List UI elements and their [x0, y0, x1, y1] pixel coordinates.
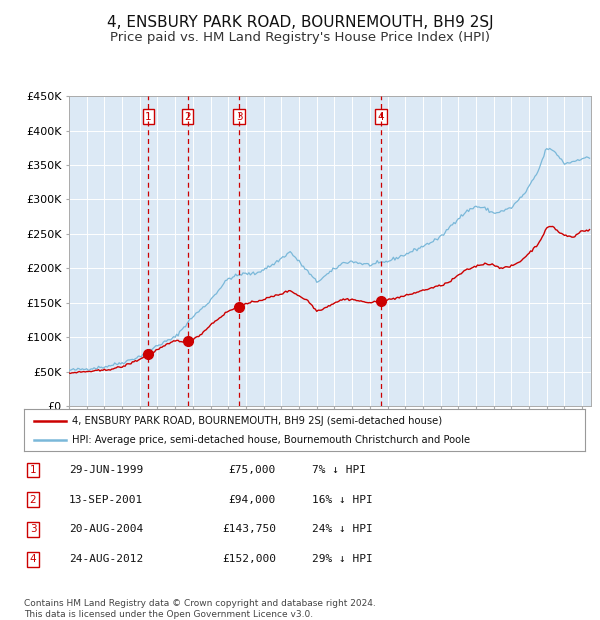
Text: 4, ENSBURY PARK ROAD, BOURNEMOUTH, BH9 2SJ (semi-detached house): 4, ENSBURY PARK ROAD, BOURNEMOUTH, BH9 2… — [71, 415, 442, 425]
Text: £143,750: £143,750 — [222, 525, 276, 534]
Text: 24% ↓ HPI: 24% ↓ HPI — [312, 525, 373, 534]
Text: 2: 2 — [29, 495, 37, 505]
Text: 4: 4 — [378, 112, 385, 122]
Text: Price paid vs. HM Land Registry's House Price Index (HPI): Price paid vs. HM Land Registry's House … — [110, 31, 490, 44]
Text: 16% ↓ HPI: 16% ↓ HPI — [312, 495, 373, 505]
Text: 4, ENSBURY PARK ROAD, BOURNEMOUTH, BH9 2SJ: 4, ENSBURY PARK ROAD, BOURNEMOUTH, BH9 2… — [107, 16, 493, 30]
Text: 4: 4 — [29, 554, 37, 564]
Text: Contains HM Land Registry data © Crown copyright and database right 2024.
This d: Contains HM Land Registry data © Crown c… — [24, 600, 376, 619]
Text: 7% ↓ HPI: 7% ↓ HPI — [312, 465, 366, 475]
Text: £94,000: £94,000 — [229, 495, 276, 505]
Text: 20-AUG-2004: 20-AUG-2004 — [69, 525, 143, 534]
Text: 1: 1 — [29, 465, 37, 475]
Text: 1: 1 — [145, 112, 152, 122]
Text: 3: 3 — [29, 525, 37, 534]
Text: 3: 3 — [236, 112, 243, 122]
Text: 29-JUN-1999: 29-JUN-1999 — [69, 465, 143, 475]
Text: £75,000: £75,000 — [229, 465, 276, 475]
Text: 13-SEP-2001: 13-SEP-2001 — [69, 495, 143, 505]
Text: £152,000: £152,000 — [222, 554, 276, 564]
Text: 29% ↓ HPI: 29% ↓ HPI — [312, 554, 373, 564]
Text: 2: 2 — [184, 112, 191, 122]
Text: 24-AUG-2012: 24-AUG-2012 — [69, 554, 143, 564]
Text: HPI: Average price, semi-detached house, Bournemouth Christchurch and Poole: HPI: Average price, semi-detached house,… — [71, 435, 470, 445]
